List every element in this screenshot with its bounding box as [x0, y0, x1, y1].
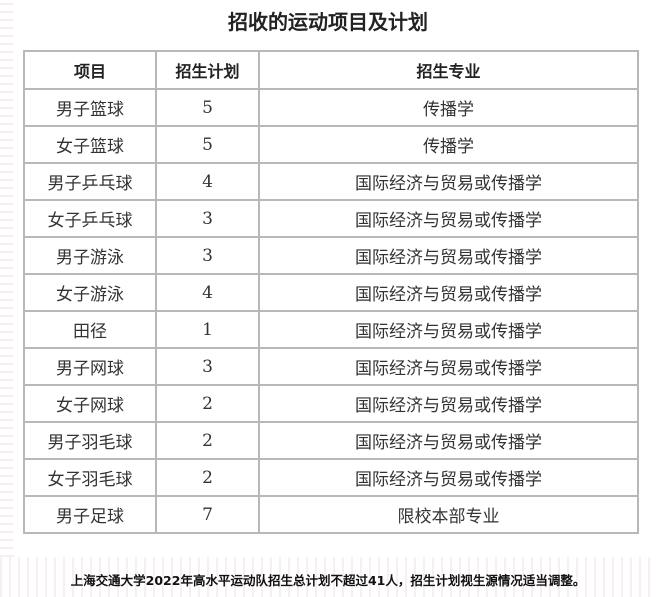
table-header-row: 项目 招生计划 招生专业 — [23, 50, 639, 90]
page-title: 招收的运动项目及计划 — [228, 10, 428, 34]
table-row: 男子网球 3 国际经济与贸易或传播学 — [23, 347, 639, 386]
cell-plan: 2 — [155, 458, 260, 497]
cell-sport: 男子篮球 — [23, 88, 157, 127]
cell-sport: 女子游泳 — [23, 273, 157, 312]
footer-note: 上海交通大学2022年高水平运动队招生总计划不超过41人，招生计划视生源情况适当… — [70, 573, 586, 588]
cell-plan: 7 — [155, 495, 260, 534]
cell-plan: 4 — [155, 273, 260, 312]
cell-plan: 1 — [155, 310, 260, 349]
cell-major: 国际经济与贸易或传播学 — [258, 273, 639, 312]
cell-sport: 男子网球 — [23, 347, 157, 386]
background-pattern-bottom — [0, 557, 656, 597]
cell-plan: 3 — [155, 199, 260, 238]
table-row: 田径 1 国际经济与贸易或传播学 — [23, 310, 639, 349]
table-row: 女子游泳 4 国际经济与贸易或传播学 — [23, 273, 639, 312]
cell-major: 国际经济与贸易或传播学 — [258, 421, 639, 460]
cell-plan: 2 — [155, 384, 260, 423]
cell-plan: 5 — [155, 88, 260, 127]
table-row: 男子足球 7 限校本部专业 — [23, 495, 639, 534]
cell-plan: 2 — [155, 421, 260, 460]
table-row: 女子网球 2 国际经济与贸易或传播学 — [23, 384, 639, 423]
table-row: 女子羽毛球 2 国际经济与贸易或传播学 — [23, 458, 639, 497]
cell-major: 限校本部专业 — [258, 495, 639, 534]
table-row: 女子乒乓球 3 国际经济与贸易或传播学 — [23, 199, 639, 238]
table-row: 男子羽毛球 2 国际经济与贸易或传播学 — [23, 421, 639, 460]
table-row: 男子乒乓球 4 国际经济与贸易或传播学 — [23, 162, 639, 201]
header-major: 招生专业 — [258, 50, 639, 90]
cell-sport: 女子羽毛球 — [23, 458, 157, 497]
cell-major: 传播学 — [258, 125, 639, 164]
cell-plan: 3 — [155, 347, 260, 386]
cell-plan: 5 — [155, 125, 260, 164]
cell-major: 传播学 — [258, 88, 639, 127]
cell-plan: 4 — [155, 162, 260, 201]
table-row: 男子篮球 5 传播学 — [23, 88, 639, 127]
cell-sport: 女子网球 — [23, 384, 157, 423]
cell-major: 国际经济与贸易或传播学 — [258, 384, 639, 423]
sports-plan-table: 项目 招生计划 招生专业 男子篮球 5 传播学 女子篮球 5 传播学 男子乒乓球 4 国际经济与… — [23, 50, 639, 534]
cell-sport: 男子乒乓球 — [23, 162, 157, 201]
cell-major: 国际经济与贸易或传播学 — [258, 458, 639, 497]
cell-sport: 男子足球 — [23, 495, 157, 534]
background-pattern — [0, 0, 14, 597]
header-plan: 招生计划 — [155, 50, 260, 90]
table-row: 女子篮球 5 传播学 — [23, 125, 639, 164]
cell-sport: 男子羽毛球 — [23, 421, 157, 460]
cell-major: 国际经济与贸易或传播学 — [258, 310, 639, 349]
cell-sport: 男子游泳 — [23, 236, 157, 275]
cell-major: 国际经济与贸易或传播学 — [258, 236, 639, 275]
cell-major: 国际经济与贸易或传播学 — [258, 162, 639, 201]
header-sport: 项目 — [23, 50, 157, 90]
table-row: 男子游泳 3 国际经济与贸易或传播学 — [23, 236, 639, 275]
cell-sport: 女子篮球 — [23, 125, 157, 164]
cell-sport: 女子乒乓球 — [23, 199, 157, 238]
cell-major: 国际经济与贸易或传播学 — [258, 199, 639, 238]
cell-plan: 3 — [155, 236, 260, 275]
cell-sport: 田径 — [23, 310, 157, 349]
cell-major: 国际经济与贸易或传播学 — [258, 347, 639, 386]
